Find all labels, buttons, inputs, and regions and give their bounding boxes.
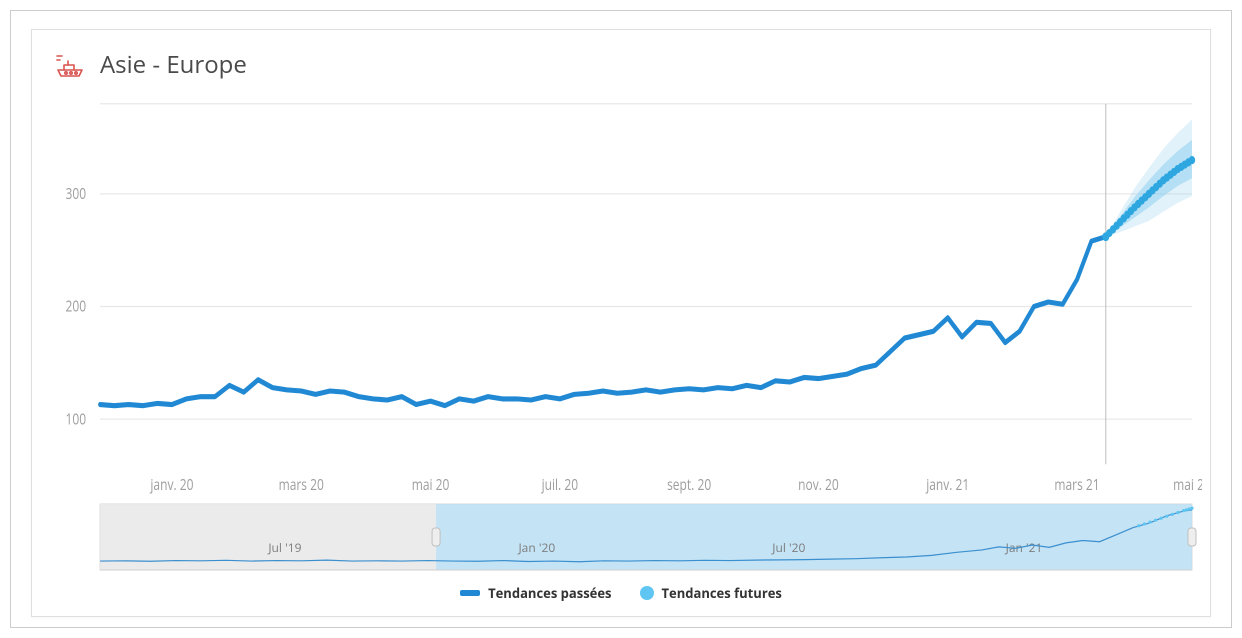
svg-text:mai 20: mai 20 (412, 474, 450, 495)
navigator[interactable]: Jul '19Jan '20Jul '20Jan '21 (32, 500, 1210, 574)
legend-label-future: Tendances futures (662, 584, 782, 602)
svg-text:janv. 21: janv. 21 (925, 474, 969, 495)
svg-text:sept. 20: sept. 20 (667, 474, 711, 495)
chart-card-frame: Asie - Europe 100 200 300 janv. 20 mars 20 ma… (10, 10, 1232, 628)
svg-text:100: 100 (65, 409, 86, 430)
svg-text:nov. 20: nov. 20 (798, 474, 839, 495)
svg-text:Jan '20: Jan '20 (517, 539, 555, 556)
legend-label-past: Tendances passées (488, 584, 611, 602)
legend-item-past[interactable]: Tendances passées (460, 584, 611, 602)
ship-icon (56, 52, 86, 78)
card-title: Asie - Europe (100, 48, 247, 81)
navigator-svg: Jul '19Jan '20Jul '20Jan '21 (40, 500, 1202, 574)
main-chart-svg: 100 200 300 janv. 20 mars 20 mai 20 juil. 20 se… (40, 91, 1202, 500)
legend: Tendances passées Tendances futures (32, 574, 1210, 616)
svg-text:Jul '19: Jul '19 (267, 539, 301, 556)
svg-text:juil. 20: juil. 20 (541, 474, 578, 495)
svg-text:mars 21: mars 21 (1054, 474, 1099, 495)
svg-text:mai 21: mai 21 (1173, 474, 1202, 495)
legend-swatch-future (640, 586, 654, 600)
card-header: Asie - Europe (32, 30, 1210, 91)
svg-text:200: 200 (65, 296, 86, 317)
svg-text:300: 300 (65, 183, 86, 204)
svg-text:janv. 20: janv. 20 (150, 474, 194, 495)
chart-card: Asie - Europe 100 200 300 janv. 20 mars 20 ma… (31, 29, 1211, 617)
svg-text:Jul '20: Jul '20 (771, 539, 805, 556)
svg-text:mars 20: mars 20 (279, 474, 324, 495)
main-chart[interactable]: 100 200 300 janv. 20 mars 20 mai 20 juil. 20 se… (32, 91, 1210, 500)
legend-item-future[interactable]: Tendances futures (640, 584, 782, 602)
legend-swatch-past (460, 590, 480, 596)
